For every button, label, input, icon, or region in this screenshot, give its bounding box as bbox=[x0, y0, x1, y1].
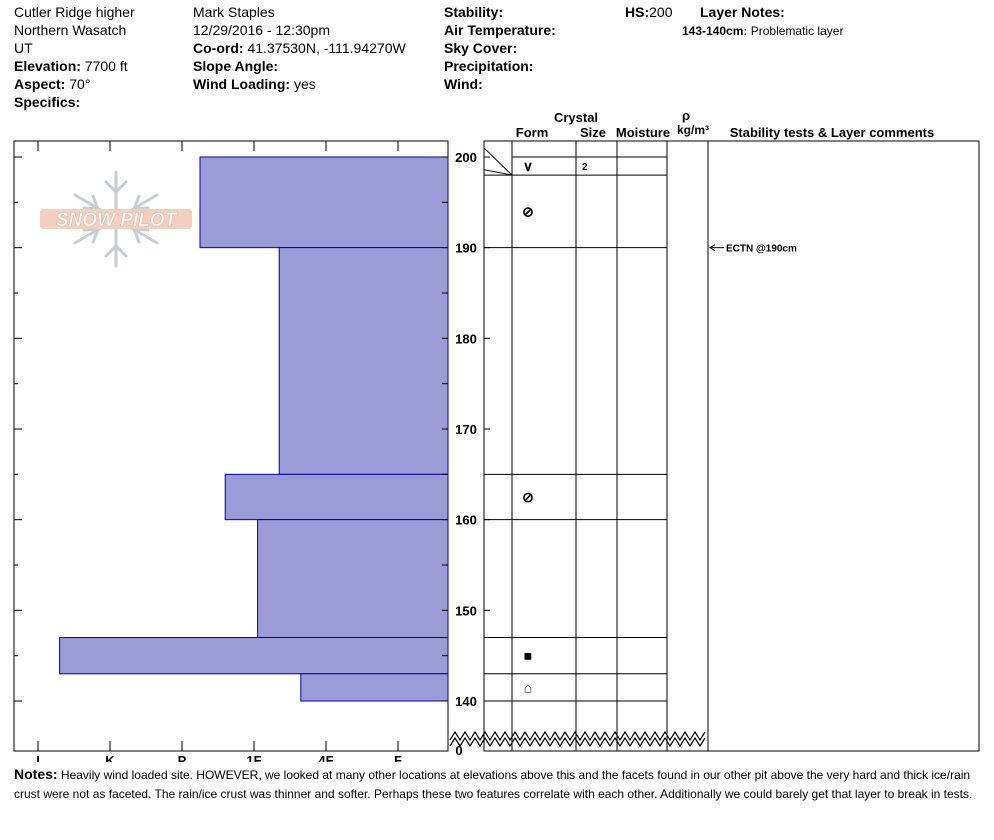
elevation-value: 7700 ft bbox=[84, 58, 128, 74]
notes-section: Notes: Heavily wind loaded site. HOWEVER… bbox=[14, 765, 989, 804]
hardness-bars bbox=[59, 156, 449, 702]
depth-label-140: 140 bbox=[455, 694, 477, 709]
hardness-bar-1 bbox=[278, 247, 449, 475]
layer-notes: Layer Notes: bbox=[700, 3, 785, 21]
notes-label: Notes: bbox=[14, 766, 58, 782]
elevation: Elevation: 7700 ft bbox=[14, 57, 135, 75]
wind-loading: Wind Loading: yes bbox=[193, 75, 406, 93]
axis-break-zigzag-lower bbox=[449, 736, 706, 748]
hs-value: 200 bbox=[649, 4, 673, 20]
conditions-info: Stability: Air Temperature: Sky Cover: P… bbox=[444, 3, 556, 93]
header-moisture: Moisture bbox=[616, 125, 670, 140]
hardness-bar-0 bbox=[199, 156, 449, 249]
crystal-form-symbol-1: ⊘ bbox=[522, 203, 534, 219]
depth-label-170: 170 bbox=[455, 422, 477, 437]
aspect-value: 70° bbox=[69, 76, 91, 92]
depth-label-160: 160 bbox=[455, 513, 477, 528]
hardness-bar-2 bbox=[224, 473, 449, 521]
aspect-label: Aspect: bbox=[14, 76, 66, 92]
site-state: UT bbox=[14, 40, 33, 56]
layer-note-text: Problematic layer bbox=[750, 24, 844, 38]
hardness-label-4F: 4F bbox=[318, 753, 333, 762]
snowpilot-logo: SNOW PILOT bbox=[40, 170, 192, 268]
header-rho: ρ bbox=[682, 108, 690, 123]
specifics-label: Specifics: bbox=[14, 94, 81, 110]
stability-test-label-0: ECTN @190cm bbox=[726, 244, 797, 255]
header-crystal: Crystal bbox=[554, 110, 598, 125]
depth-axis: 200 190 180 170 160 150 140 0 bbox=[449, 150, 706, 758]
header-size: Size bbox=[580, 125, 606, 140]
slope-label: Slope Angle: bbox=[193, 58, 279, 74]
wind-loading-label: Wind Loading: bbox=[193, 76, 291, 92]
coord-value: 41.37530N, -111.94270W bbox=[247, 40, 406, 56]
crystal-form-symbol-4: ⌂ bbox=[524, 679, 532, 695]
crystal-forms: ∨ 2 ⊘ ⊘ ■ ⌂ bbox=[522, 158, 588, 695]
precipitation-label: Precipitation: bbox=[444, 58, 534, 74]
layer-lines bbox=[483, 147, 667, 702]
hardness-label-K: K bbox=[105, 753, 115, 762]
snow-profile-chart: Crystal Form Size Moisture ρ kg/m³ Stabi… bbox=[13, 108, 980, 762]
site-range: Northern Wasatch bbox=[14, 22, 127, 38]
depth-label-190: 190 bbox=[455, 241, 477, 256]
slope-angle: Slope Angle: bbox=[193, 57, 406, 75]
stability-tests: ECTN @190cm bbox=[709, 244, 797, 255]
depth-label-180: 180 bbox=[455, 331, 477, 346]
surface-connector-2 bbox=[483, 169, 513, 176]
elevation-label: Elevation: bbox=[14, 58, 81, 74]
crystal-form-symbol-0: ∨ bbox=[523, 158, 533, 174]
crystal-size-0: 2 bbox=[582, 162, 588, 173]
observer-info: Mark Staples 12/29/2016 - 12:30pm Co-ord… bbox=[193, 3, 406, 93]
hs-info: HS:200 bbox=[625, 3, 672, 21]
hardness-bar-5 bbox=[300, 673, 449, 702]
crystal-form-symbol-3: ■ bbox=[524, 648, 532, 664]
air-temp-label: Air Temperature: bbox=[444, 22, 556, 38]
axis-break-zigzag-upper bbox=[449, 730, 706, 742]
wind-label: Wind: bbox=[444, 76, 483, 92]
hardness-label-1F: 1F bbox=[246, 753, 261, 762]
coord-label: Co-ord: bbox=[193, 40, 244, 56]
observer-name: Mark Staples bbox=[193, 4, 275, 20]
stability-label: Stability: bbox=[444, 4, 504, 20]
aspect: Aspect: 70° bbox=[14, 75, 135, 93]
depth-label-zero: 0 bbox=[455, 743, 462, 758]
profile-table-frame bbox=[483, 140, 980, 752]
specifics: Specifics: bbox=[14, 93, 135, 111]
notes-text: Heavily wind loaded site. HOWEVER, we lo… bbox=[14, 768, 973, 801]
hardness-label-P: P bbox=[178, 753, 187, 762]
hs-label: HS: bbox=[625, 4, 650, 20]
observation-datetime: 12/29/2016 - 12:30pm bbox=[193, 22, 330, 38]
hardness-axis: I K P 1F 4F F bbox=[14, 141, 448, 762]
site-name: Cutler Ridge higher bbox=[14, 4, 135, 20]
crystal-form-symbol-2: ⊘ bbox=[522, 489, 534, 505]
logo-text: SNOW PILOT bbox=[56, 210, 178, 231]
sky-cover-label: Sky Cover: bbox=[444, 40, 518, 56]
depth-label-200: 200 bbox=[455, 150, 477, 165]
stability-test-arrow-0 bbox=[709, 244, 716, 252]
hardness-label-F: F bbox=[394, 753, 402, 762]
wind-loading-value: yes bbox=[293, 76, 316, 92]
hardness-bar-4 bbox=[59, 637, 449, 675]
header-density-unit: kg/m³ bbox=[677, 123, 709, 137]
layer-note-entry: 143-140cm: Problematic layer bbox=[682, 22, 843, 40]
surface-connector bbox=[483, 147, 513, 176]
hardness-label-I: I bbox=[36, 753, 40, 762]
hardness-bar-3 bbox=[257, 519, 449, 639]
layer-notes-title: Layer Notes: bbox=[700, 4, 785, 20]
site-info: Cutler Ridge higher Northern Wasatch UT … bbox=[14, 3, 135, 111]
coordinates: Co-ord: 41.37530N, -111.94270W bbox=[193, 39, 406, 57]
layer-note-range: 143-140cm: bbox=[682, 24, 748, 38]
header-form: Form bbox=[516, 125, 549, 140]
depth-label-150: 150 bbox=[455, 603, 477, 618]
header-stability: Stability tests & Layer comments bbox=[730, 125, 934, 140]
